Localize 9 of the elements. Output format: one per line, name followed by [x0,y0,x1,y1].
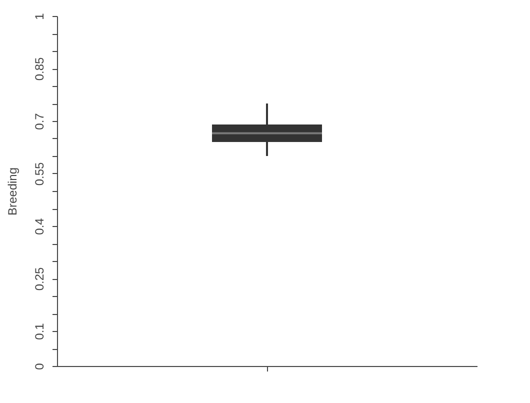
y-tick-label: 0.4 [32,218,46,235]
y-tick-label: 1 [32,12,46,20]
y-tick-label: 0 [32,362,46,370]
y-tick-label: 0.25 [32,267,46,291]
y-tick-label: 0.55 [32,162,46,186]
y-tick-label: 0.7 [32,112,46,130]
y-tick-label: 0.1 [32,322,46,340]
y-tick-label: 0.85 [32,57,46,81]
y-axis-title: Breeding [6,167,20,216]
